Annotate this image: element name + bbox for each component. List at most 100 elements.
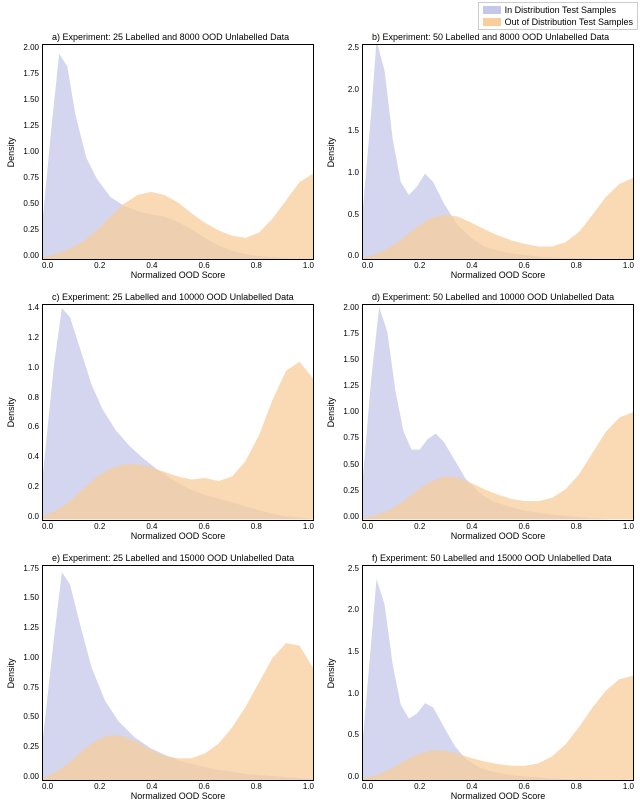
y-tick: 1.75 bbox=[338, 330, 359, 338]
legend-label-out-dist: Out of Distribution Test Samples bbox=[505, 17, 633, 27]
x-tick: 0.0 bbox=[362, 262, 373, 270]
y-axis-label: Density bbox=[326, 44, 338, 260]
x-ticks: 0.00.20.40.60.81.0 bbox=[42, 521, 314, 531]
y-tick: 0.0 bbox=[18, 513, 39, 521]
x-tick: 0.4 bbox=[466, 783, 477, 791]
panel-b: b) Experiment: 50 Labelled and 8000 OOD … bbox=[320, 28, 640, 288]
y-tick: 1.4 bbox=[18, 304, 39, 312]
plot-wrap: Density1.41.21.00.80.60.40.20.0 bbox=[6, 304, 314, 520]
x-tick: 0.4 bbox=[466, 262, 477, 270]
x-tick: 0.6 bbox=[519, 523, 530, 531]
x-tick: 0.0 bbox=[42, 783, 53, 791]
x-ticks: 0.0 0.2 0.4 0.6 0.8 1.0 bbox=[42, 260, 314, 270]
y-tick: 1.00 bbox=[18, 148, 39, 156]
x-tick: 1.0 bbox=[623, 523, 634, 531]
x-tick: 1.0 bbox=[623, 783, 634, 791]
y-tick: 1.50 bbox=[338, 356, 359, 364]
x-axis-label: Normalized OOD Score bbox=[362, 791, 634, 801]
x-tick: 0.6 bbox=[199, 262, 210, 270]
x-tick: 0.0 bbox=[42, 523, 53, 531]
y-ticks: 2.52.01.51.00.50.0 bbox=[338, 44, 362, 260]
plot-area bbox=[42, 44, 314, 260]
x-ticks: 0.00.20.40.60.81.0 bbox=[362, 521, 634, 531]
y-ticks: 1.751.501.251.000.750.500.250.00 bbox=[18, 565, 42, 781]
y-tick: 0.25 bbox=[18, 226, 39, 234]
x-tick: 0.4 bbox=[466, 523, 477, 531]
x-tick: 1.0 bbox=[303, 262, 314, 270]
x-tick: 0.2 bbox=[94, 783, 105, 791]
x-ticks: 0.0 0.2 0.4 0.6 0.8 1.0 bbox=[42, 781, 314, 791]
plot-area bbox=[42, 565, 314, 781]
x-tick: 0.0 bbox=[362, 783, 373, 791]
plot-wrap: Density2.001.751.501.251.000.750.500.250… bbox=[6, 44, 314, 260]
y-tick: 0.75 bbox=[18, 684, 39, 692]
panel-d: d) Experiment: 50 Labelled and 10000 OOD… bbox=[320, 288, 640, 548]
x-tick: 1.0 bbox=[623, 262, 634, 270]
x-tick: 0.6 bbox=[199, 523, 210, 531]
plot-area bbox=[362, 44, 634, 260]
panel-title: e) Experiment: 25 Labelled and 15000 OOD… bbox=[52, 553, 314, 563]
y-tick: 1.75 bbox=[18, 565, 39, 573]
x-tick: 0.2 bbox=[414, 262, 425, 270]
y-tick: 0.5 bbox=[338, 211, 359, 219]
y-tick: 0.00 bbox=[338, 513, 359, 521]
y-tick: 1.00 bbox=[338, 408, 359, 416]
panel-title: d) Experiment: 50 Labelled and 10000 OOD… bbox=[372, 292, 634, 302]
x-tick: 0.8 bbox=[571, 783, 582, 791]
y-tick: 0.00 bbox=[18, 252, 39, 260]
x-tick: 0.0 bbox=[42, 262, 53, 270]
x-tick: 0.2 bbox=[94, 262, 105, 270]
legend-label-in-dist: In Distribution Test Samples bbox=[505, 5, 616, 15]
y-tick: 1.75 bbox=[18, 70, 39, 78]
panel-title: a) Experiment: 25 Labelled and 8000 OOD … bbox=[52, 32, 314, 42]
legend-swatch-in-dist bbox=[483, 6, 501, 14]
y-tick: 1.50 bbox=[18, 96, 39, 104]
x-tick: 0.6 bbox=[519, 262, 530, 270]
y-tick: 0.50 bbox=[338, 461, 359, 469]
y-tick: 0.6 bbox=[18, 423, 39, 431]
x-axis-label: Normalized OOD Score bbox=[42, 270, 314, 280]
x-axis-label: Normalized OOD Score bbox=[362, 531, 634, 541]
panel-a: a) Experiment: 25 Labelled and 8000 OOD … bbox=[0, 28, 320, 288]
x-axis-label: Normalized OOD Score bbox=[362, 270, 634, 280]
panel-e: e) Experiment: 25 Labelled and 15000 OOD… bbox=[0, 549, 320, 809]
legend-swatch-out-dist bbox=[483, 18, 501, 26]
x-ticks: 0.00.20.40.60.81.0 bbox=[362, 781, 634, 791]
panel-title: b) Experiment: 50 Labelled and 8000 OOD … bbox=[372, 32, 634, 42]
x-tick: 0.8 bbox=[251, 783, 262, 791]
x-tick: 0.6 bbox=[199, 783, 210, 791]
x-tick: 0.8 bbox=[251, 262, 262, 270]
plot-area bbox=[362, 304, 634, 520]
x-tick: 0.4 bbox=[146, 262, 157, 270]
x-tick: 0.8 bbox=[571, 262, 582, 270]
y-tick: 2.5 bbox=[338, 44, 359, 52]
legend: In Distribution Test Samples Out of Dist… bbox=[478, 2, 638, 30]
legend-item-out-dist: Out of Distribution Test Samples bbox=[483, 17, 633, 27]
y-tick: 0.4 bbox=[18, 453, 39, 461]
y-axis-label: Density bbox=[6, 304, 18, 520]
y-tick: 1.25 bbox=[18, 122, 39, 130]
panel-title: c) Experiment: 25 Labelled and 10000 OOD… bbox=[52, 292, 314, 302]
x-tick: 0.4 bbox=[146, 523, 157, 531]
panel-grid: a) Experiment: 25 Labelled and 8000 OOD … bbox=[0, 0, 640, 809]
y-tick: 0.0 bbox=[338, 252, 359, 260]
y-axis-label: Density bbox=[6, 565, 18, 781]
x-tick: 0.2 bbox=[94, 523, 105, 531]
y-tick: 2.0 bbox=[338, 606, 359, 614]
x-tick: 0.2 bbox=[414, 523, 425, 531]
y-tick: 0.2 bbox=[18, 483, 39, 491]
x-tick: 0.6 bbox=[519, 783, 530, 791]
y-tick: 2.00 bbox=[338, 304, 359, 312]
y-tick: 1.5 bbox=[338, 127, 359, 135]
x-tick: 1.0 bbox=[303, 783, 314, 791]
y-tick: 1.00 bbox=[18, 654, 39, 662]
y-axis-label: Density bbox=[6, 44, 18, 260]
panel-title: f) Experiment: 50 Labelled and 15000 OOD… bbox=[372, 553, 634, 563]
x-tick: 0.4 bbox=[146, 783, 157, 791]
y-ticks: 2.52.01.51.00.50.0 bbox=[338, 565, 362, 781]
y-tick: 1.0 bbox=[338, 169, 359, 177]
y-tick: 0.25 bbox=[18, 743, 39, 751]
x-tick: 0.0 bbox=[362, 523, 373, 531]
y-tick: 0.75 bbox=[338, 434, 359, 442]
y-tick: 0.50 bbox=[18, 200, 39, 208]
